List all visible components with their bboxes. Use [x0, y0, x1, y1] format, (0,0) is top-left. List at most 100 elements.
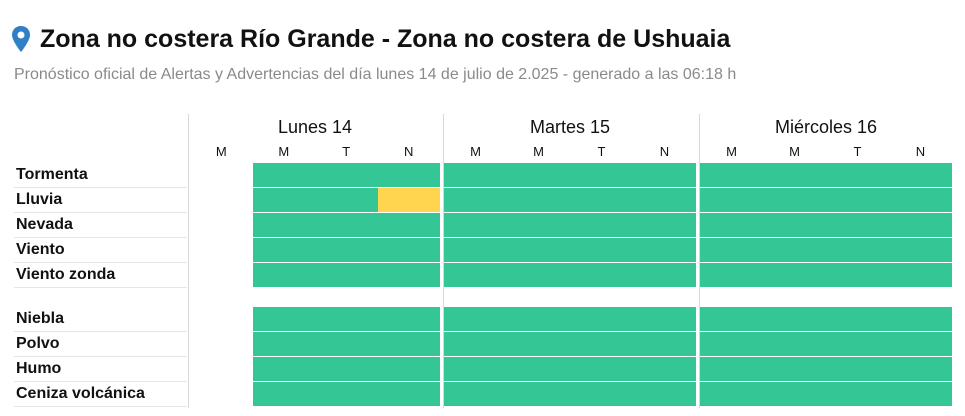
- alert-cell-green[interactable]: [315, 163, 378, 187]
- alert-cell-green[interactable]: [763, 213, 826, 237]
- alert-cell-green[interactable]: [889, 263, 952, 287]
- alert-cell-green[interactable]: [700, 332, 763, 356]
- alert-cell-green[interactable]: [700, 382, 763, 406]
- alert-cell-green[interactable]: [444, 357, 507, 381]
- alert-cell-green[interactable]: [444, 263, 507, 287]
- alert-cell-green[interactable]: [570, 238, 633, 262]
- alert-cell-green[interactable]: [570, 307, 633, 331]
- alert-cell-green[interactable]: [315, 238, 378, 262]
- alert-cell-green[interactable]: [315, 188, 378, 212]
- alert-cell-green[interactable]: [570, 188, 633, 212]
- alert-cell-green[interactable]: [378, 357, 440, 381]
- alert-cell-green[interactable]: [826, 163, 889, 187]
- alert-cell-green[interactable]: [253, 307, 315, 331]
- alert-cell-green[interactable]: [633, 163, 696, 187]
- alert-cell-green[interactable]: [378, 382, 440, 406]
- alert-cell-green[interactable]: [315, 382, 378, 406]
- alert-cell-green[interactable]: [633, 382, 696, 406]
- alert-cell-green[interactable]: [889, 188, 952, 212]
- alert-cell-green[interactable]: [889, 163, 952, 187]
- alert-cell-green[interactable]: [700, 357, 763, 381]
- alert-cell-green[interactable]: [763, 332, 826, 356]
- alert-cell-green[interactable]: [763, 307, 826, 331]
- alert-cell-green[interactable]: [253, 263, 315, 287]
- alert-cell-green[interactable]: [889, 332, 952, 356]
- alert-cell-green[interactable]: [570, 382, 633, 406]
- alert-cell-green[interactable]: [570, 332, 633, 356]
- alert-cell-green[interactable]: [570, 357, 633, 381]
- alert-cell-green[interactable]: [763, 382, 826, 406]
- alert-cell-green[interactable]: [378, 213, 440, 237]
- alert-cell-green[interactable]: [700, 163, 763, 187]
- alert-cell-green[interactable]: [826, 307, 889, 331]
- alert-cell-green[interactable]: [763, 163, 826, 187]
- alert-cell-green[interactable]: [633, 213, 696, 237]
- alert-cell-green[interactable]: [253, 357, 315, 381]
- alert-cell-green[interactable]: [889, 382, 952, 406]
- alert-cell-green[interactable]: [507, 238, 570, 262]
- alert-cell-green[interactable]: [253, 188, 315, 212]
- alert-cell-green[interactable]: [570, 163, 633, 187]
- alert-cell-green[interactable]: [444, 188, 507, 212]
- alert-cell-green[interactable]: [633, 238, 696, 262]
- alert-cell-green[interactable]: [889, 213, 952, 237]
- alert-cell-green[interactable]: [253, 382, 315, 406]
- alert-cell-green[interactable]: [315, 263, 378, 287]
- alert-cell-green[interactable]: [700, 307, 763, 331]
- alert-cell-green[interactable]: [378, 238, 440, 262]
- alert-cell-green[interactable]: [444, 382, 507, 406]
- alert-cell-green[interactable]: [378, 163, 440, 187]
- alert-cell-green[interactable]: [700, 263, 763, 287]
- alert-cell-green[interactable]: [570, 213, 633, 237]
- alert-cell-green[interactable]: [378, 307, 440, 331]
- alert-cell-green[interactable]: [444, 307, 507, 331]
- alert-cell-green[interactable]: [444, 238, 507, 262]
- alert-cell-green[interactable]: [253, 163, 315, 187]
- alert-cell-green[interactable]: [826, 188, 889, 212]
- alert-cell-green[interactable]: [507, 163, 570, 187]
- alert-cell-green[interactable]: [507, 188, 570, 212]
- alert-cell-green[interactable]: [570, 263, 633, 287]
- alert-cell-green[interactable]: [315, 307, 378, 331]
- alert-cell-green[interactable]: [763, 188, 826, 212]
- alert-cell-green[interactable]: [889, 238, 952, 262]
- alert-cell-green[interactable]: [315, 357, 378, 381]
- alert-cell-green[interactable]: [507, 213, 570, 237]
- alert-cell-green[interactable]: [826, 263, 889, 287]
- alert-cell-green[interactable]: [763, 238, 826, 262]
- alert-cell-green[interactable]: [700, 238, 763, 262]
- alert-cell-green[interactable]: [315, 332, 378, 356]
- alert-cell-green[interactable]: [889, 357, 952, 381]
- alert-cell-green[interactable]: [253, 332, 315, 356]
- alert-cell-green[interactable]: [633, 357, 696, 381]
- alert-cell-green[interactable]: [507, 382, 570, 406]
- alert-cell-green[interactable]: [633, 332, 696, 356]
- alert-cell-green[interactable]: [633, 188, 696, 212]
- alert-cell-green[interactable]: [763, 263, 826, 287]
- alert-cell-green[interactable]: [826, 332, 889, 356]
- alert-cell-green[interactable]: [700, 213, 763, 237]
- alert-cell-green[interactable]: [700, 188, 763, 212]
- alert-cell-green[interactable]: [315, 213, 378, 237]
- alert-cell-green[interactable]: [633, 307, 696, 331]
- alert-cell-green[interactable]: [507, 307, 570, 331]
- alert-cell-green[interactable]: [507, 357, 570, 381]
- alert-cell-green[interactable]: [444, 332, 507, 356]
- alert-cell-green[interactable]: [826, 213, 889, 237]
- alert-cell-green[interactable]: [444, 163, 507, 187]
- alert-cell-green[interactable]: [507, 263, 570, 287]
- alert-cell-yellow[interactable]: [378, 188, 440, 212]
- alert-cell-green[interactable]: [826, 238, 889, 262]
- alert-cell-green[interactable]: [763, 357, 826, 381]
- alert-cell-green[interactable]: [507, 332, 570, 356]
- alert-cell-green[interactable]: [378, 263, 440, 287]
- alert-cell-green[interactable]: [253, 213, 315, 237]
- alert-cell-green[interactable]: [444, 213, 507, 237]
- alert-cell-green[interactable]: [889, 307, 952, 331]
- alert-cell-green[interactable]: [633, 263, 696, 287]
- alert-cell-green[interactable]: [378, 332, 440, 356]
- alert-cell-green[interactable]: [826, 357, 889, 381]
- page-title: Zona no costera Río Grande - Zona no cos…: [40, 24, 731, 53]
- alert-cell-green[interactable]: [253, 238, 315, 262]
- alert-cell-green[interactable]: [826, 382, 889, 406]
